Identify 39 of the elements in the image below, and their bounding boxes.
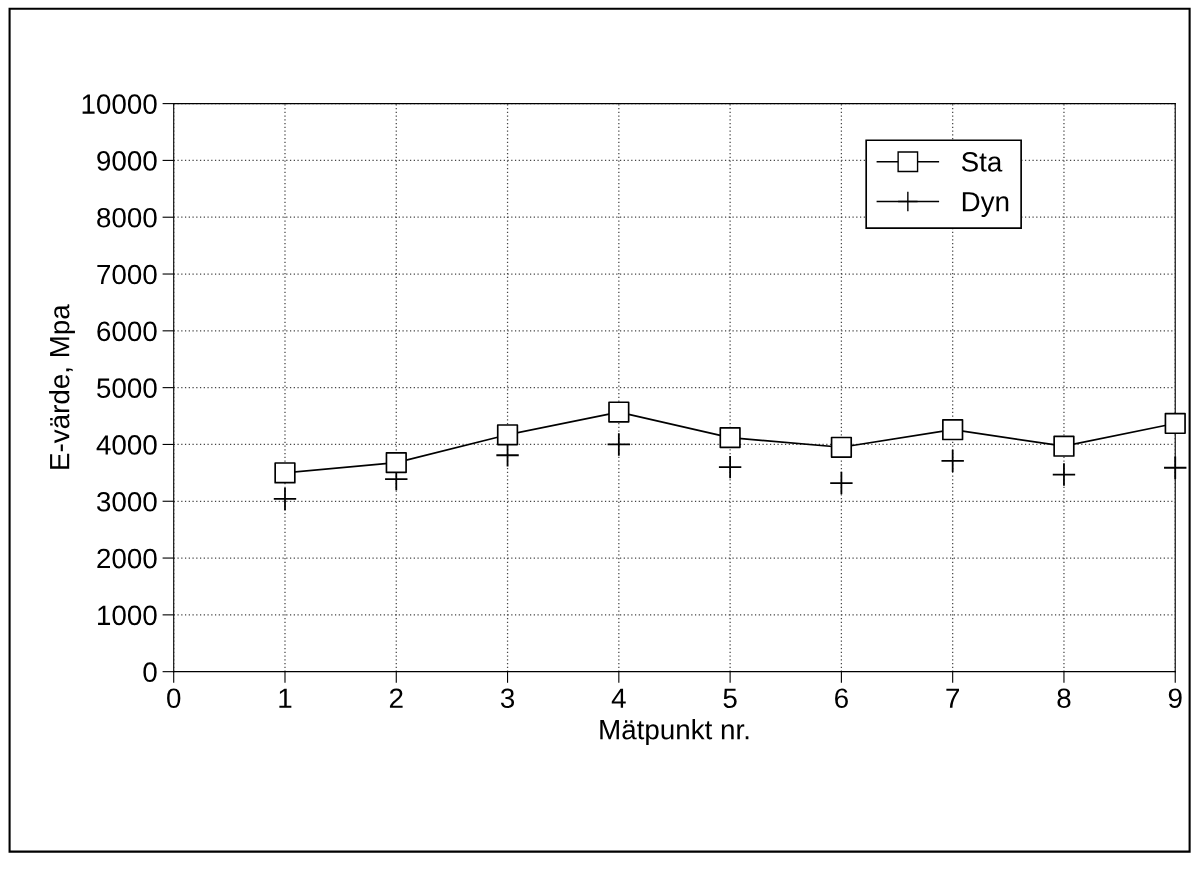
- x-tick-label: 6: [835, 688, 848, 709]
- point: [719, 426, 741, 449]
- point: [608, 401, 630, 423]
- point: [1164, 412, 1186, 435]
- x-tick-label: 5: [723, 688, 737, 709]
- y-axis-title: E-värde, Mpa: [49, 304, 75, 469]
- point: [385, 451, 407, 474]
- y-tick-label: 8000: [97, 207, 157, 228]
- x-tick-label: 7: [946, 688, 960, 708]
- x-axis-title: Mätpunkt nr.: [600, 719, 749, 745]
- point: [718, 455, 742, 479]
- legend-label: Dyn: [962, 192, 1009, 217]
- y-tick-label: 2000: [97, 548, 157, 569]
- x-tick-label: 4: [611, 688, 626, 708]
- point: [496, 424, 519, 446]
- x-tick-label: 1: [279, 688, 292, 708]
- y-tick-label: 4000: [96, 435, 157, 455]
- y-tick-label: 3000: [97, 491, 157, 512]
- y-tick-label: 1000: [98, 605, 157, 626]
- point: [942, 419, 964, 441]
- y-tick-label: 5000: [97, 378, 157, 398]
- y-tick-label: 9000: [97, 151, 157, 171]
- point: [1053, 435, 1075, 457]
- x-tick-label: 8: [1057, 688, 1071, 709]
- point: [1164, 456, 1187, 479]
- y-tick-label: 7000: [97, 264, 157, 285]
- y-tick-label: 6000: [97, 321, 157, 342]
- point: [273, 487, 297, 511]
- point: [830, 436, 853, 458]
- x-tick-label: 3: [500, 688, 515, 709]
- y-tick-label: 10000: [82, 94, 157, 114]
- point: [274, 462, 296, 484]
- y-tick-label: 0: [143, 662, 157, 683]
- point: [830, 471, 853, 495]
- x-tick-label: 0: [167, 688, 181, 709]
- x-tick-label: 9: [1168, 688, 1182, 709]
- point: [941, 449, 964, 473]
- x-tick-label: 2: [389, 688, 403, 708]
- legend-label: Sta: [961, 152, 1003, 172]
